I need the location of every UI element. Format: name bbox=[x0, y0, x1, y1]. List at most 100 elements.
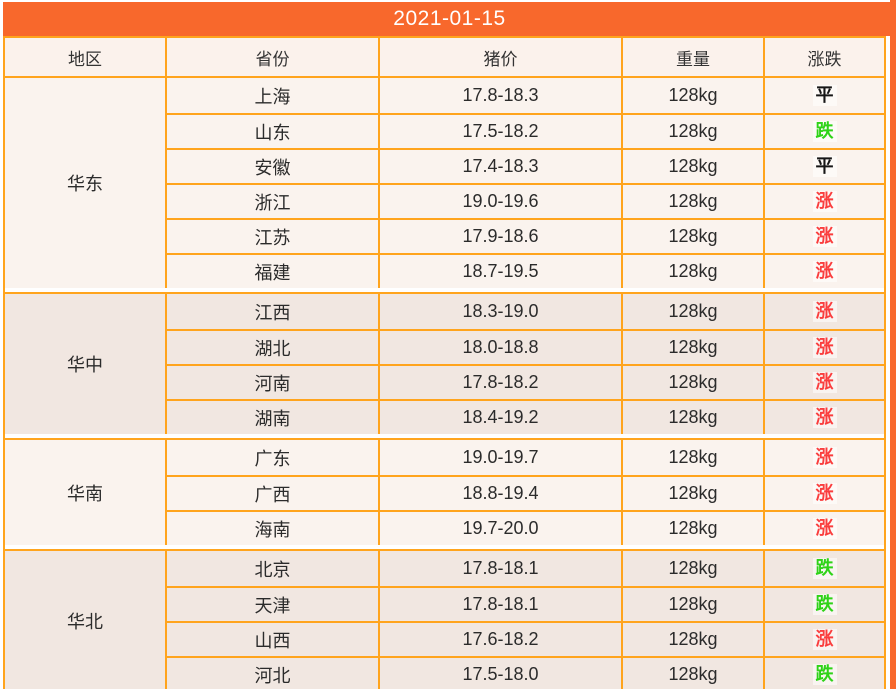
trend-badge: 涨 bbox=[812, 517, 837, 540]
price-cell: 19.0-19.6 bbox=[378, 183, 621, 218]
trend-badge: 涨 bbox=[812, 406, 837, 429]
trend-cell: 涨 bbox=[763, 253, 884, 288]
province-cell: 江苏 bbox=[165, 218, 378, 253]
trend-cell: 跌 bbox=[763, 586, 884, 621]
weight-cell: 128kg bbox=[621, 183, 763, 218]
province-cell: 上海 bbox=[165, 78, 378, 113]
price-table: 地区 省份 猪价 重量 涨跌 华东 上海 17.8-18.3 128kg 平 山… bbox=[3, 36, 886, 689]
weight-cell: 128kg bbox=[621, 218, 763, 253]
price-cell: 18.8-19.4 bbox=[378, 475, 621, 510]
price-cell: 17.5-18.2 bbox=[378, 113, 621, 148]
price-cell: 18.0-18.8 bbox=[378, 329, 621, 364]
price-cell: 17.5-18.0 bbox=[378, 656, 621, 689]
trend-badge: 涨 bbox=[812, 300, 837, 323]
trend-cell: 跌 bbox=[763, 551, 884, 586]
trend-cell: 涨 bbox=[763, 329, 884, 364]
weight-cell: 128kg bbox=[621, 440, 763, 475]
price-cell: 18.7-19.5 bbox=[378, 253, 621, 288]
column-header-weight: 重量 bbox=[621, 38, 763, 78]
weight-cell: 128kg bbox=[621, 148, 763, 183]
trend-badge: 涨 bbox=[812, 628, 837, 651]
weight-cell: 128kg bbox=[621, 399, 763, 434]
trend-cell: 涨 bbox=[763, 364, 884, 399]
column-header-price: 猪价 bbox=[378, 38, 621, 78]
trend-badge: 跌 bbox=[812, 663, 837, 686]
price-cell: 17.8-18.1 bbox=[378, 586, 621, 621]
trend-cell: 涨 bbox=[763, 475, 884, 510]
province-cell: 福建 bbox=[165, 253, 378, 288]
weight-cell: 128kg bbox=[621, 113, 763, 148]
price-cell: 19.0-19.7 bbox=[378, 440, 621, 475]
weight-cell: 128kg bbox=[621, 656, 763, 689]
trend-badge: 涨 bbox=[812, 190, 837, 213]
trend-badge: 跌 bbox=[812, 593, 837, 616]
column-header-trend: 涨跌 bbox=[763, 38, 884, 78]
trend-cell: 涨 bbox=[763, 399, 884, 434]
weight-cell: 128kg bbox=[621, 621, 763, 656]
region-cell: 华南 bbox=[5, 440, 165, 545]
weight-cell: 128kg bbox=[621, 294, 763, 329]
group-separator bbox=[5, 288, 884, 294]
price-cell: 17.8-18.1 bbox=[378, 551, 621, 586]
trend-badge: 跌 bbox=[812, 120, 837, 143]
trend-badge: 平 bbox=[812, 155, 837, 178]
trend-cell: 涨 bbox=[763, 183, 884, 218]
price-cell: 19.7-20.0 bbox=[378, 510, 621, 545]
province-cell: 海南 bbox=[165, 510, 378, 545]
price-cell: 17.4-18.3 bbox=[378, 148, 621, 183]
trend-badge: 平 bbox=[812, 84, 837, 107]
date-text: 2021-01-15 bbox=[393, 7, 506, 30]
province-cell: 河北 bbox=[165, 656, 378, 689]
weight-cell: 128kg bbox=[621, 329, 763, 364]
region-cell: 华北 bbox=[5, 551, 165, 689]
weight-cell: 128kg bbox=[621, 510, 763, 545]
price-cell: 17.8-18.3 bbox=[378, 78, 621, 113]
province-cell: 安徽 bbox=[165, 148, 378, 183]
price-cell: 18.3-19.0 bbox=[378, 294, 621, 329]
province-cell: 天津 bbox=[165, 586, 378, 621]
group-separator bbox=[5, 545, 884, 551]
trend-cell: 平 bbox=[763, 148, 884, 183]
weight-cell: 128kg bbox=[621, 475, 763, 510]
trend-badge: 跌 bbox=[812, 557, 837, 580]
price-cell: 18.4-19.2 bbox=[378, 399, 621, 434]
province-cell: 江西 bbox=[165, 294, 378, 329]
province-cell: 河南 bbox=[165, 364, 378, 399]
trend-cell: 涨 bbox=[763, 294, 884, 329]
right-frame-strip bbox=[890, 0, 896, 689]
trend-cell: 平 bbox=[763, 78, 884, 113]
column-header-region: 地区 bbox=[5, 38, 165, 78]
trend-cell: 涨 bbox=[763, 440, 884, 475]
trend-cell: 涨 bbox=[763, 621, 884, 656]
weight-cell: 128kg bbox=[621, 253, 763, 288]
trend-badge: 涨 bbox=[812, 260, 837, 283]
trend-badge: 涨 bbox=[812, 225, 837, 248]
trend-badge: 涨 bbox=[812, 336, 837, 359]
province-cell: 湖北 bbox=[165, 329, 378, 364]
province-cell: 山东 bbox=[165, 113, 378, 148]
price-cell: 17.6-18.2 bbox=[378, 621, 621, 656]
weight-cell: 128kg bbox=[621, 551, 763, 586]
weight-cell: 128kg bbox=[621, 586, 763, 621]
province-cell: 山西 bbox=[165, 621, 378, 656]
trend-badge: 涨 bbox=[812, 446, 837, 469]
trend-badge: 涨 bbox=[812, 371, 837, 394]
trend-cell: 跌 bbox=[763, 656, 884, 689]
trend-cell: 涨 bbox=[763, 510, 884, 545]
trend-cell: 跌 bbox=[763, 113, 884, 148]
province-cell: 湖南 bbox=[165, 399, 378, 434]
region-cell: 华东 bbox=[5, 78, 165, 288]
weight-cell: 128kg bbox=[621, 78, 763, 113]
trend-badge: 涨 bbox=[812, 482, 837, 505]
weight-cell: 128kg bbox=[621, 364, 763, 399]
province-cell: 广东 bbox=[165, 440, 378, 475]
group-separator bbox=[5, 434, 884, 440]
province-cell: 浙江 bbox=[165, 183, 378, 218]
region-cell: 华中 bbox=[5, 294, 165, 434]
trend-cell: 涨 bbox=[763, 218, 884, 253]
price-cell: 17.9-18.6 bbox=[378, 218, 621, 253]
date-banner: 2021-01-15 bbox=[3, 2, 896, 36]
price-cell: 17.8-18.2 bbox=[378, 364, 621, 399]
column-header-province: 省份 bbox=[165, 38, 378, 78]
